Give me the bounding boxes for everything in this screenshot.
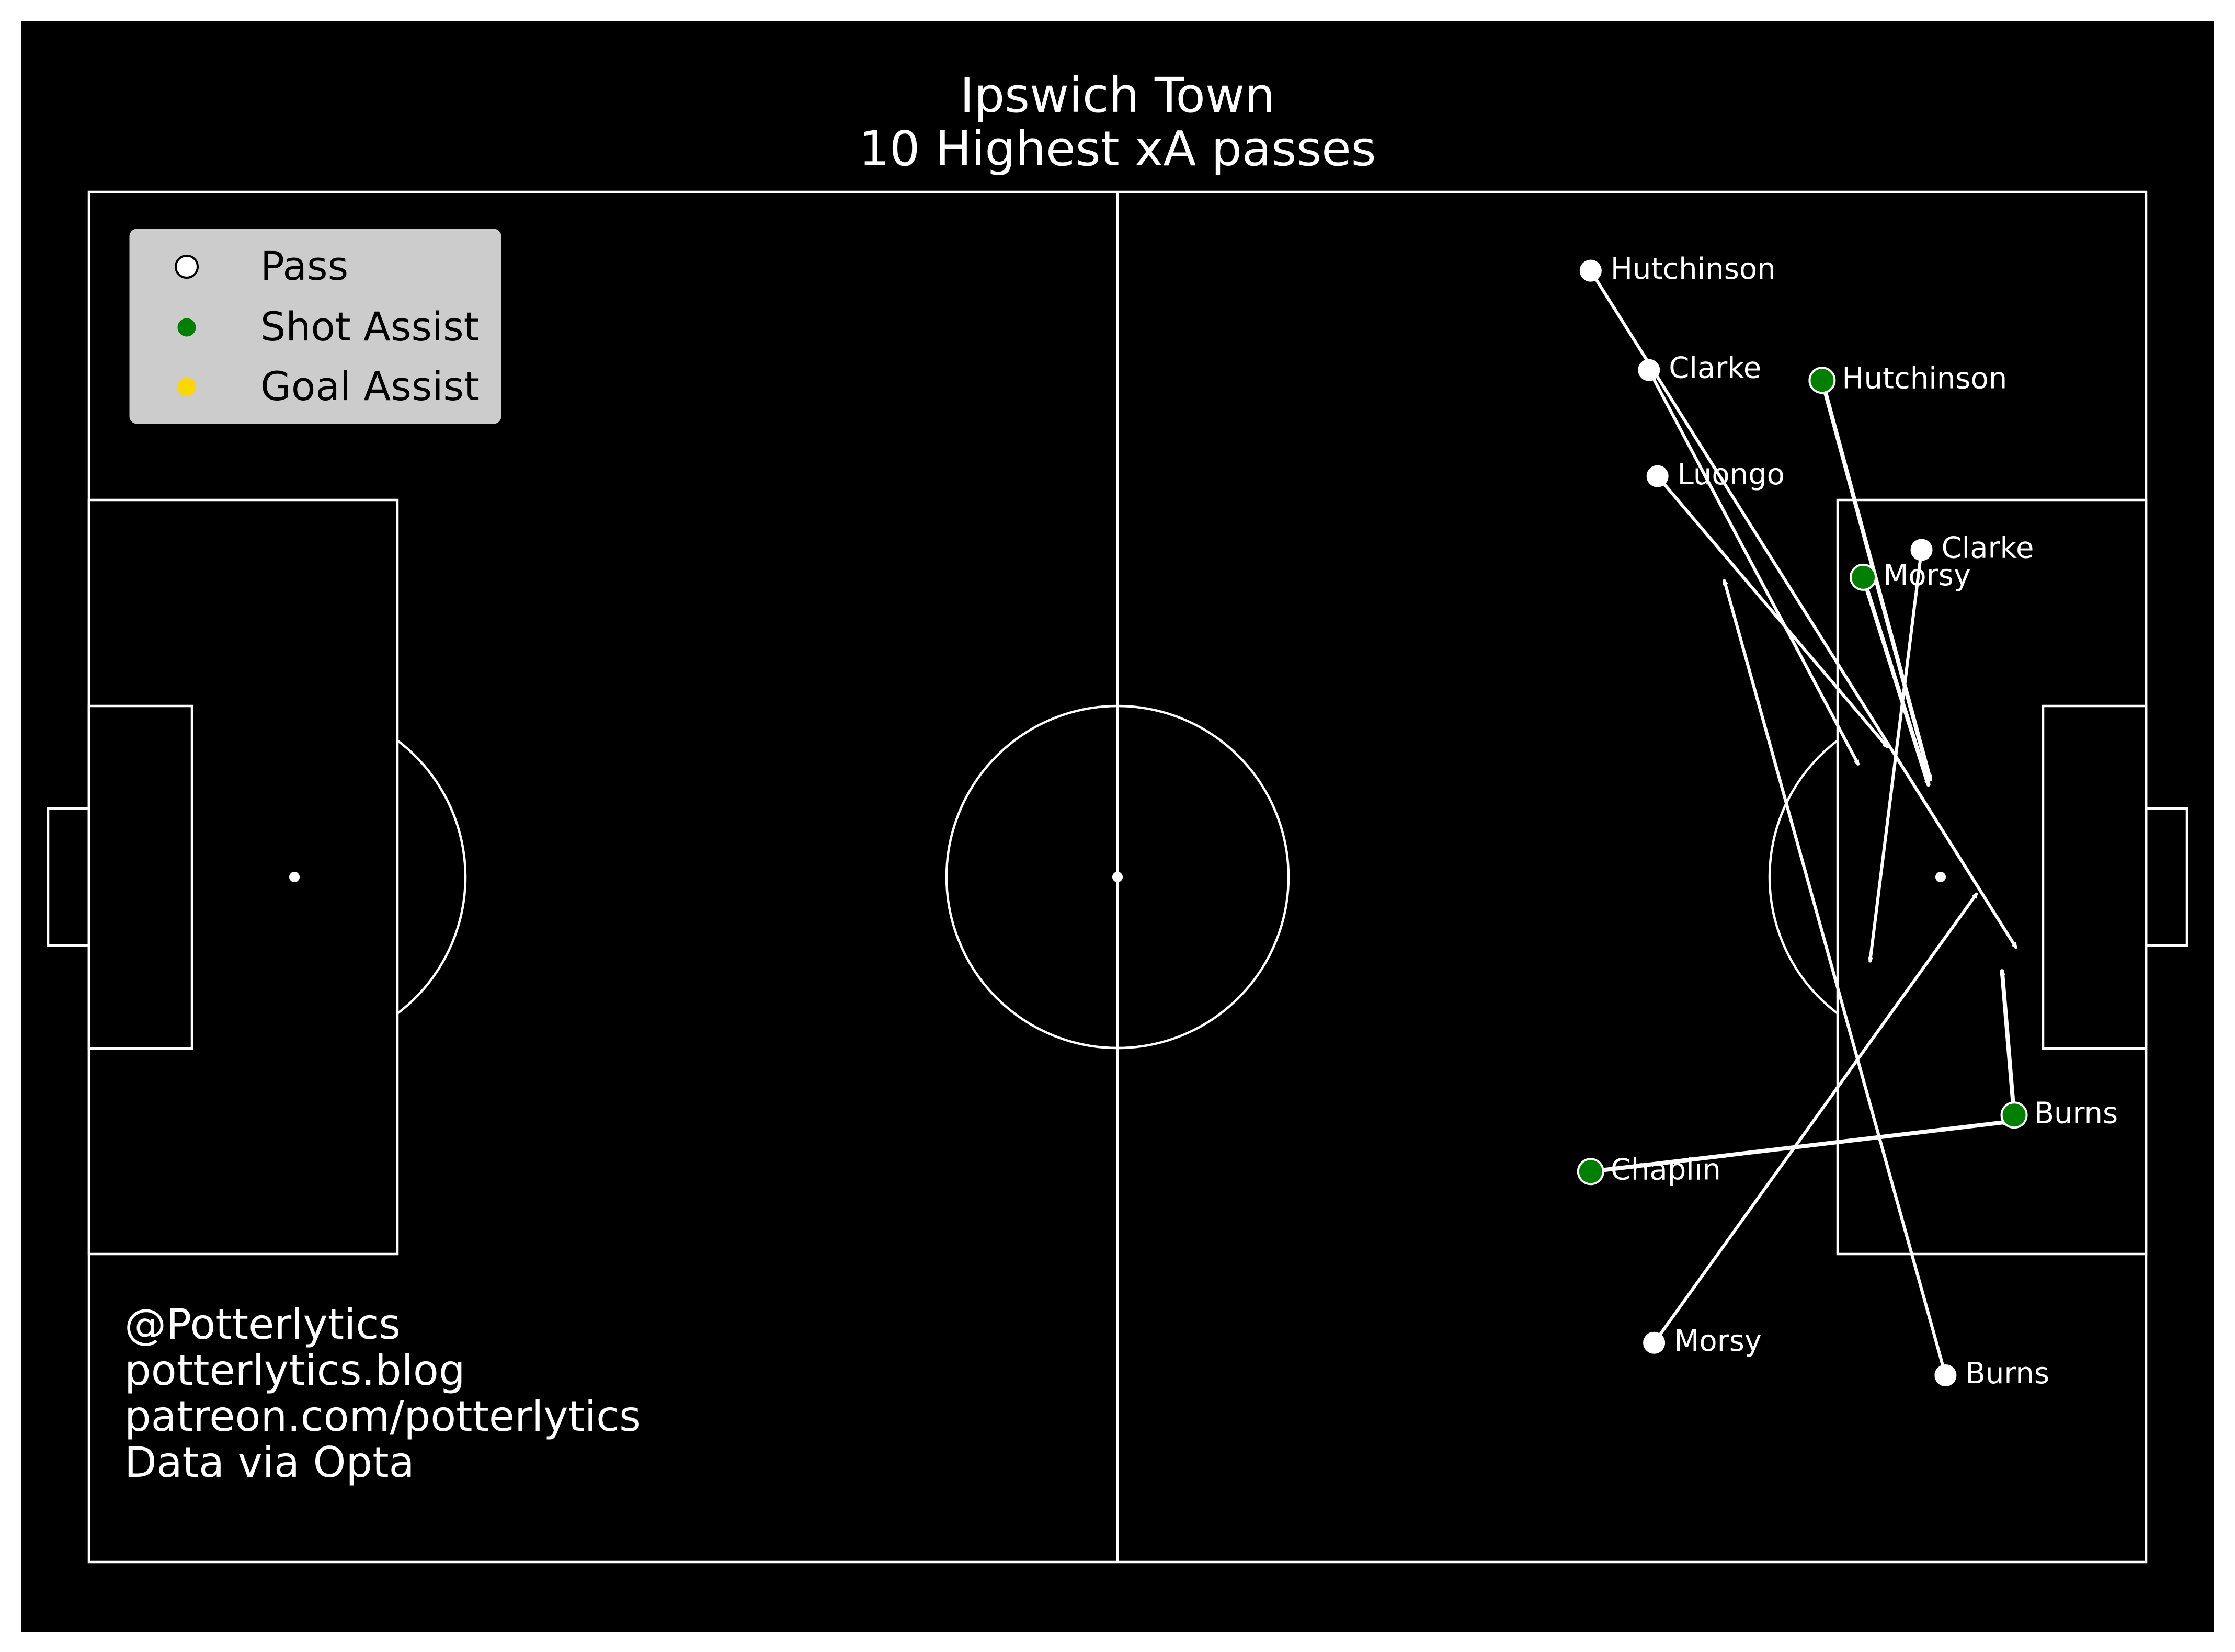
pass-start-point xyxy=(1646,465,1669,487)
chart-subtitle: 10 Highest xA passes xyxy=(859,121,1376,177)
legend: Pass Shot Assist Goal Assist xyxy=(129,229,501,424)
pass-arrow xyxy=(1647,368,1860,764)
pass-arrows xyxy=(1588,269,2017,1377)
pass-arrow xyxy=(1589,269,2017,948)
player-label: Morsy xyxy=(1883,559,1971,593)
centre-spot xyxy=(1112,872,1123,882)
player-label: Hutchinson xyxy=(1611,252,1776,286)
pass-start-point xyxy=(1638,359,1660,381)
pass-arrow xyxy=(1725,580,1947,1377)
player-label: Clarke xyxy=(1669,351,1761,385)
centre-circle xyxy=(945,704,1290,1050)
right-goal xyxy=(2145,807,2188,947)
shot-assist-start-point xyxy=(1808,367,1836,394)
pass-arrow xyxy=(1656,474,1889,747)
pass-start-point xyxy=(1643,1331,1666,1354)
left-goal xyxy=(47,807,90,947)
legend-shot-assist-marker xyxy=(176,316,198,338)
pass-arrow xyxy=(1861,575,1931,787)
player-label: Luongo xyxy=(1678,458,1785,492)
player-label: Chaplin xyxy=(1611,1153,1721,1187)
legend-box xyxy=(129,229,501,424)
pass-arrow xyxy=(1588,1122,2010,1174)
player-label: Hutchinson xyxy=(1842,361,2007,395)
legend-goal-assist-marker xyxy=(176,376,198,398)
legend-pass-marker xyxy=(175,255,199,279)
pass-start-point xyxy=(1579,259,1602,282)
shot-assist-start-point xyxy=(1577,1158,1604,1186)
left-penalty-arc xyxy=(396,739,467,1015)
credit-data-source: Data via Opta xyxy=(124,1438,415,1487)
pass-start-point xyxy=(1934,1364,1957,1387)
left-penalty-spot xyxy=(289,872,300,882)
chart-title: Ipswich Town xyxy=(960,67,1275,123)
pass-arrow xyxy=(1870,548,1923,963)
player-label: Clarke xyxy=(1942,531,2034,565)
credit-patreon: patreon.com/potterlytics xyxy=(124,1392,641,1441)
credit-blog: potterlytics.blog xyxy=(124,1346,465,1395)
pass-arrow xyxy=(1652,894,1978,1345)
player-label: Burns xyxy=(1965,1357,2049,1391)
pass-arrow xyxy=(2002,969,2016,1118)
player-label: Burns xyxy=(2034,1096,2118,1130)
pitch xyxy=(47,190,2188,1564)
legend-pass-label: Pass xyxy=(260,243,348,289)
right-penalty-spot xyxy=(1935,872,1946,882)
player-label: Morsy xyxy=(1674,1324,1762,1358)
legend-goal-assist-label: Goal Assist xyxy=(260,363,480,409)
credit-handle: @Potterlytics xyxy=(124,1300,401,1349)
pass-start-point xyxy=(1910,539,1933,561)
right-penalty-arc xyxy=(1768,739,1839,1015)
legend-shot-assist-label: Shot Assist xyxy=(260,303,480,350)
shot-assist-start-point xyxy=(1850,563,1877,591)
shot-assist-start-point xyxy=(2000,1101,2028,1129)
credits: @Potterlytics potterlytics.blog patreon.… xyxy=(124,1300,641,1487)
